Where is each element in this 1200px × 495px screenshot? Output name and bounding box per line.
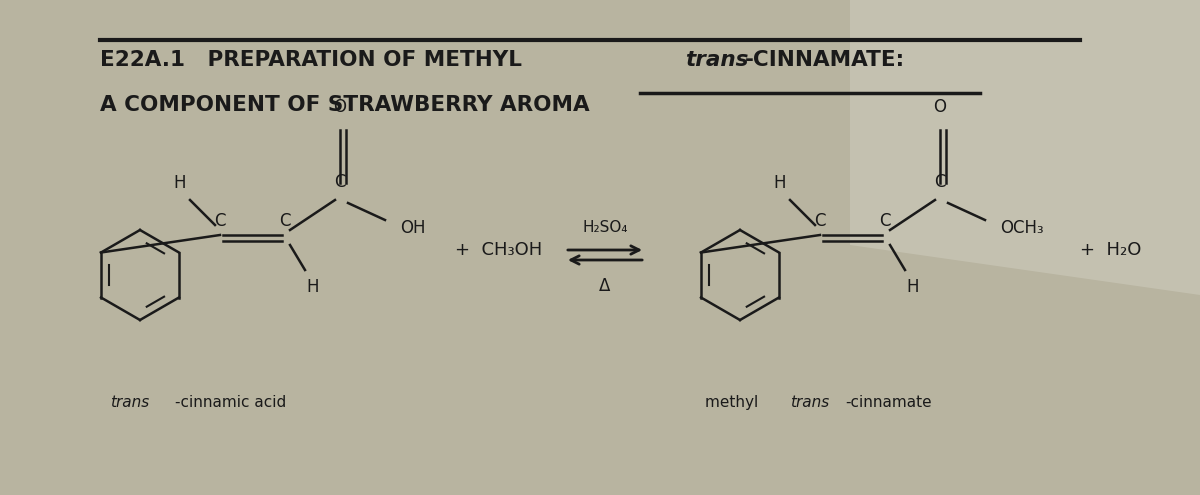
- Text: methyl: methyl: [706, 395, 763, 410]
- Text: -cinnamic acid: -cinnamic acid: [175, 395, 287, 410]
- Text: O: O: [934, 98, 947, 116]
- Text: C: C: [280, 212, 290, 230]
- Text: OCH₃: OCH₃: [1000, 219, 1044, 237]
- Text: +  CH₃OH: + CH₃OH: [455, 241, 542, 259]
- Text: trans: trans: [685, 50, 749, 70]
- Text: H: H: [307, 278, 319, 296]
- Text: -cinnamate: -cinnamate: [845, 395, 931, 410]
- Text: C: C: [335, 173, 346, 191]
- Text: trans: trans: [110, 395, 149, 410]
- Text: C: C: [215, 212, 226, 230]
- Text: Δ: Δ: [599, 277, 611, 295]
- Text: A COMPONENT OF STRAWBERRY AROMA: A COMPONENT OF STRAWBERRY AROMA: [100, 95, 589, 115]
- Text: H: H: [174, 174, 186, 192]
- Text: O: O: [334, 98, 347, 116]
- Text: +  H₂O: + H₂O: [1080, 241, 1141, 259]
- Text: H₂SO₄: H₂SO₄: [582, 220, 628, 235]
- Text: OH: OH: [400, 219, 426, 237]
- Text: E22A.1   PREPARATION OF METHYL: E22A.1 PREPARATION OF METHYL: [100, 50, 529, 70]
- Polygon shape: [850, 0, 1200, 295]
- Text: C: C: [815, 212, 826, 230]
- Text: C: C: [880, 212, 890, 230]
- Text: H: H: [774, 174, 786, 192]
- Text: trans: trans: [790, 395, 829, 410]
- Text: -CINNAMATE:: -CINNAMATE:: [745, 50, 905, 70]
- Text: C: C: [935, 173, 946, 191]
- Text: H: H: [907, 278, 919, 296]
